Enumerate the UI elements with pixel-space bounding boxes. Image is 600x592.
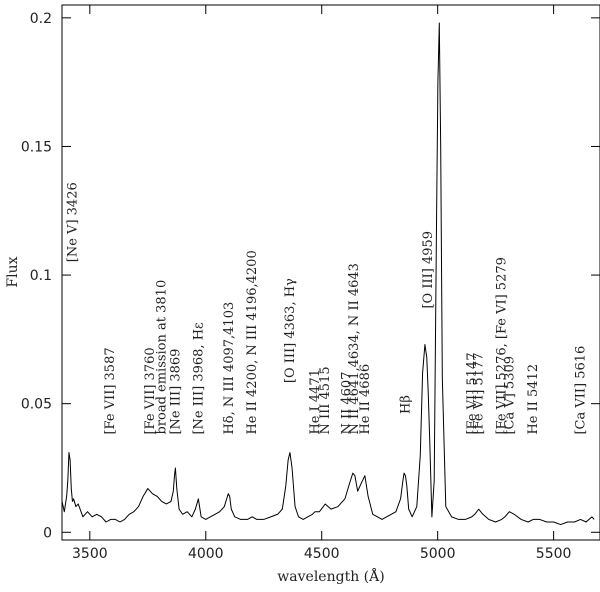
emission-line-label: [Ca V] 5309 (502, 356, 517, 435)
emission-line-label: N II 4607 (340, 372, 355, 435)
emission-line-label: [Fe VII] 3587 (103, 347, 118, 434)
emission-line-label: N III 4515 (318, 366, 333, 434)
y-tick-label: 0 (43, 525, 52, 541)
series-group (61, 22, 595, 526)
x-tick-label: 5500 (536, 546, 572, 562)
emission-line-label: broad emission at 3810 (155, 280, 170, 435)
emission-line-label: [Fe VI] 5177 (472, 353, 487, 435)
annotation-group: [Ne V] 3426 [Fe VII] 3587 [Fe VII] 3760bro… (66, 182, 589, 435)
y-tick-label: 0.2 (30, 11, 52, 27)
y-tick-label: 0.1 (30, 268, 52, 284)
x-tick-label: 3500 (72, 546, 108, 562)
y-tick-label: 0.05 (21, 397, 52, 413)
emission-line-label: [Fe VII] 5276, [Fe VI] 5279 (495, 257, 510, 434)
emission-line-label: He II 4200, N III 4196,4200 (245, 250, 260, 434)
y-axis-ticks: 0 0.05 0.1 0.15 0.2 (21, 11, 600, 541)
emission-line-label: He I 4471 (308, 369, 323, 435)
emission-line-label: Hδ, N III 4097,4103 (222, 302, 237, 435)
emission-line-label: [Ne III] 3869 (168, 349, 183, 435)
y-tick-label: 0.15 (21, 139, 52, 155)
x-tick-label: 4000 (188, 546, 224, 562)
emission-line-label: [Fe VI] 5147 (465, 353, 480, 435)
emission-line-label: [Ne III] 3968, Hε (191, 322, 206, 435)
spectrum-line (61, 22, 595, 526)
x-axis-ticks: 3500 4000 4500 5000 5500 (72, 5, 571, 562)
emission-line-label: [O III] 4363, Hγ (283, 278, 298, 383)
emission-line-label: [O III] 4959 (421, 231, 436, 309)
x-tick-label: 4500 (304, 546, 340, 562)
emission-line-label: Hβ (398, 395, 413, 414)
x-tick-label: 5000 (420, 546, 456, 562)
emission-line-label: [Fe VII] 3760 (143, 347, 158, 434)
emission-line-label: He II 5412 (526, 364, 541, 435)
plot-frame (61, 4, 600, 541)
emission-line-label: N II 4641,4634, N II 4643 (347, 263, 362, 434)
x-axis-title: wavelength (Å) (277, 567, 384, 585)
emission-line-label: [Ca VII] 5616 (574, 346, 589, 435)
emission-line-label: [Ne V] 3426 (66, 182, 81, 262)
emission-line-label: He II 4686 (358, 364, 373, 435)
y-axis-title: Flux (5, 256, 21, 287)
